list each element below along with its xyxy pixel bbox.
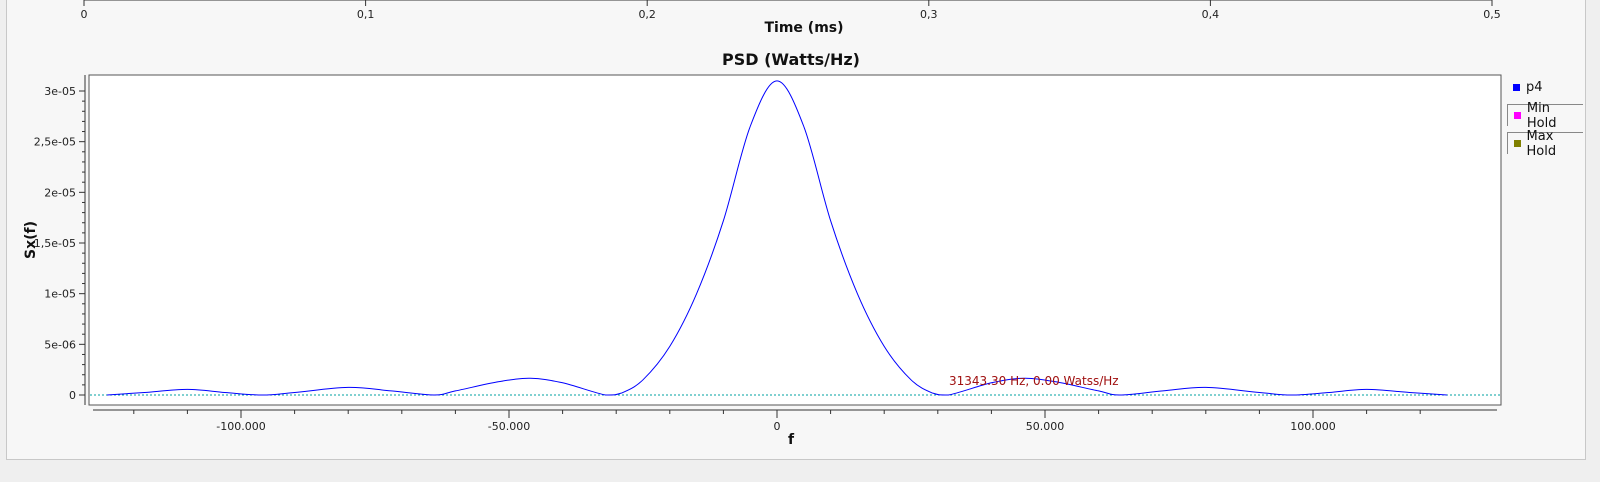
legend-item-p4[interactable]: p4 [1507, 76, 1583, 98]
y-tick-label-5: 2,5e-05 [34, 136, 76, 149]
y-tick-label-3: 1,5e-05 [34, 237, 76, 250]
marker-label: 31343.30 Hz, 0.00 Watss/Hz [949, 374, 1119, 388]
y-axis: 0 5e-06 1e-05 1,5e-05 2e-05 2,5e-05 3e-05 [34, 75, 86, 405]
legend-swatch-max-hold [1514, 140, 1521, 147]
time-tick-label-4: 0,4 [1202, 8, 1220, 21]
plot-area[interactable] [88, 74, 1502, 406]
y-axis-title: Sx(f) [23, 221, 39, 259]
time-axis: 0 0,1 0,2 0,3 0,4 0,5 [81, 0, 1501, 21]
legend-label-p4: p4 [1526, 79, 1543, 95]
x-tick-label-0: -100.000 [216, 420, 265, 433]
time-tick-label-2: 0,2 [638, 8, 656, 21]
legend-swatch-p4 [1513, 83, 1520, 91]
y-tick-label-1: 5e-06 [44, 338, 76, 351]
time-tick-label-1: 0,1 [357, 8, 375, 21]
y-tick-label-6: 3e-05 [44, 85, 76, 98]
time-tick-label-0: 0 [81, 8, 88, 21]
y-tick-label-2: 1e-05 [44, 288, 76, 301]
chart-title: PSD (Watts/Hz) [722, 50, 860, 69]
legend-item-min-hold[interactable]: Min Hold [1507, 101, 1583, 131]
x-axis-title: f [788, 432, 795, 448]
legend-item-max-hold[interactable]: Max Hold [1507, 129, 1583, 159]
x-tick-label-1: -50.000 [488, 420, 530, 433]
x-tick-label-2: 0 [774, 420, 781, 433]
legend-swatch-min-hold [1514, 112, 1521, 119]
psd-chart[interactable]: 0 0,1 0,2 0,3 0,4 0,5 Time (ms) PSD (Watts/Hz… [7, 0, 1587, 460]
y-tick-label-4: 2e-05 [44, 186, 76, 199]
legend-label-min-hold: Min Hold [1526, 100, 1557, 131]
series-line-p4 [106, 80, 1448, 396]
plot-panel: 0 0,1 0,2 0,3 0,4 0,5 Time (ms) PSD (Watts/Hz… [6, 0, 1586, 460]
y-tick-label-0: 0 [69, 389, 76, 402]
x-tick-label-3: 50.000 [1026, 420, 1065, 433]
x-axis: -100.000 -50.000 0 50.000 100.000 [93, 409, 1497, 433]
x-tick-label-4: 100.000 [1290, 420, 1336, 433]
time-axis-title: Time (ms) [764, 20, 843, 36]
legend-label-max-hold: Max Hold [1526, 128, 1557, 159]
time-tick-label-3: 0,3 [920, 8, 938, 21]
time-tick-label-5: 0,5 [1483, 8, 1501, 21]
